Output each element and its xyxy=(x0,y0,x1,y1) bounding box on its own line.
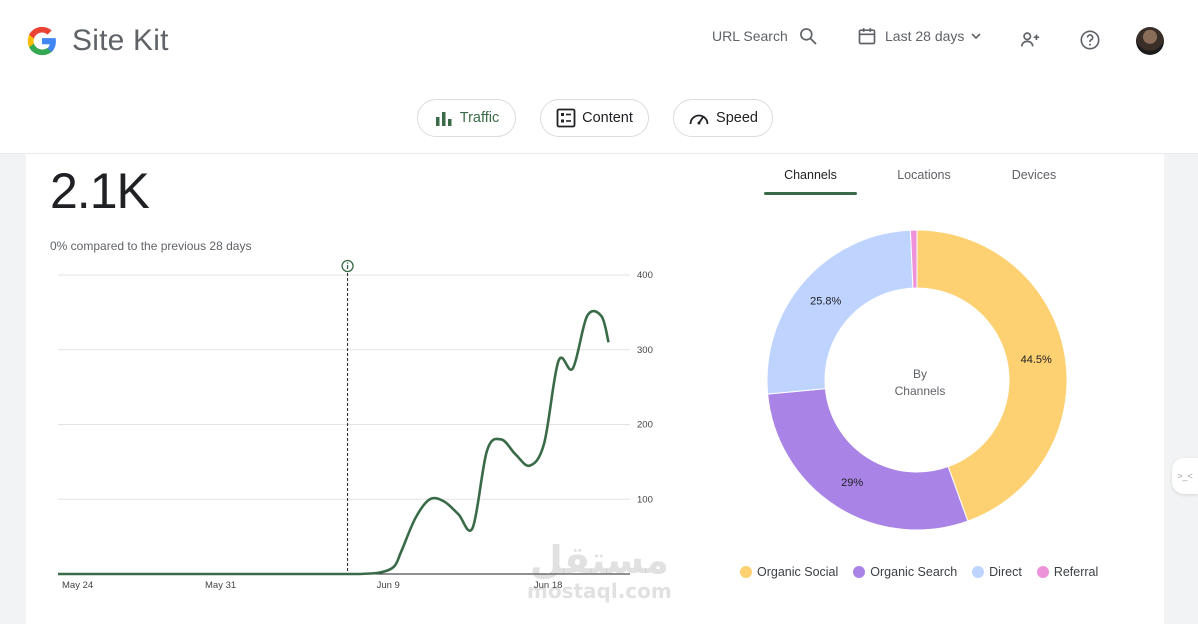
legend-label: Organic Search xyxy=(870,565,958,579)
info-icon[interactable] xyxy=(341,259,354,273)
app-name: Site Kit xyxy=(72,24,169,57)
donut-center-label-line1: By xyxy=(913,367,927,381)
slice-label: 44.5% xyxy=(1021,354,1052,366)
legend-dot xyxy=(740,566,752,578)
page-gutter-right xyxy=(1164,154,1198,624)
x-tick-label: May 31 xyxy=(205,580,236,591)
site-kit-logo[interactable]: Site Kit xyxy=(25,24,169,58)
legend-item[interactable]: Organic Search xyxy=(853,565,957,579)
url-search-button[interactable]: URL Search xyxy=(712,26,818,46)
slice-label: 29% xyxy=(841,477,863,489)
legend-item[interactable]: Referral xyxy=(1036,565,1099,579)
search-icon xyxy=(799,28,817,45)
tab-traffic-label: Traffic xyxy=(459,110,500,126)
watermark-latin: mostaql.com xyxy=(527,579,672,603)
total-visitors-value: 2.1K xyxy=(50,163,150,219)
google-g-icon xyxy=(27,26,56,56)
tab-locations[interactable]: Locations xyxy=(897,168,951,182)
series-line-visitors xyxy=(57,309,610,576)
date-range-selector[interactable]: Last 28 days xyxy=(857,26,982,46)
url-search-label: URL Search xyxy=(712,28,788,44)
donut-slice-organic-search[interactable] xyxy=(767,388,969,531)
tab-devices[interactable]: Devices xyxy=(1011,168,1057,182)
watermark: مستقل mostaql.com xyxy=(527,540,672,602)
donut-slice-referral[interactable] xyxy=(909,229,918,289)
page-gutter-left xyxy=(0,154,26,624)
donut-slice-direct[interactable] xyxy=(766,229,914,395)
watermark-arabic: مستقل xyxy=(529,538,669,582)
tab-content-label: Content xyxy=(582,110,633,126)
calendar-icon xyxy=(858,28,876,45)
content-list-icon xyxy=(556,108,576,128)
compare-text: 0% compared to the previous 28 days xyxy=(50,239,252,253)
y-tick-label: 400 xyxy=(637,270,653,281)
user-avatar[interactable] xyxy=(1136,27,1164,55)
tab-channels[interactable]: Channels xyxy=(784,168,837,182)
help-icon xyxy=(1080,30,1100,50)
traffic-card xyxy=(26,154,1164,624)
active-tab-indicator xyxy=(764,192,857,195)
traffic-line-chart[interactable]: 100 200 300 400 May 24 May 31 Jun 9 Jun 18 xyxy=(40,255,680,595)
slice-label: 25.8% xyxy=(810,296,841,308)
speedometer-icon xyxy=(689,114,709,125)
chevron-down-icon xyxy=(971,33,981,40)
app-header: Site Kit URL Search Last 28 days xyxy=(0,0,1198,84)
y-tick-label: 200 xyxy=(637,420,653,431)
tab-speed[interactable]: Speed xyxy=(673,99,773,137)
y-tick-label: 300 xyxy=(637,345,653,356)
channels-donut-chart[interactable]: 44.5% 29% 25.8% By Channels xyxy=(760,222,1080,542)
legend-dot xyxy=(853,566,866,578)
legend-item[interactable]: Organic Social xyxy=(740,565,838,579)
tab-traffic[interactable]: Traffic xyxy=(417,99,516,137)
x-tick-label: Jun 18 xyxy=(534,580,563,591)
channels-legend: Organic Social Organic Search Direct Referr… xyxy=(740,565,1113,579)
add-user-button[interactable] xyxy=(1019,29,1041,51)
tab-content[interactable]: Content xyxy=(540,99,649,137)
tab-speed-label: Speed xyxy=(716,110,758,126)
dashboard-tabs: Traffic Content Speed xyxy=(0,99,1198,139)
bar-chart-icon xyxy=(435,112,452,126)
legend-item[interactable]: Direct xyxy=(972,565,1022,579)
legend-label: Organic Social xyxy=(757,565,839,579)
legend-label: Direct xyxy=(989,565,1022,579)
header-divider xyxy=(0,153,1198,154)
legend-dot xyxy=(972,566,985,578)
add-user-icon xyxy=(1020,32,1040,47)
donut-center-label-line2: Channels xyxy=(895,384,946,398)
help-button[interactable] xyxy=(1079,29,1101,51)
x-tick-label: May 24 xyxy=(62,580,93,591)
y-tick-label: 100 xyxy=(637,494,653,505)
donut-slice-organic-social[interactable] xyxy=(916,229,1068,522)
x-tick-label: Jun 9 xyxy=(377,580,400,591)
legend-dot xyxy=(1036,566,1049,578)
side-panel-handle[interactable]: >_< xyxy=(1172,458,1198,494)
legend-label: Referral xyxy=(1053,565,1099,579)
date-range-label: Last 28 days xyxy=(885,28,965,44)
